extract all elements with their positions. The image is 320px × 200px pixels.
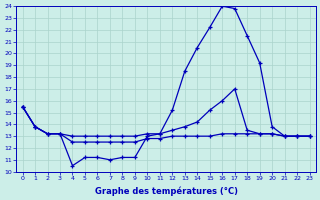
X-axis label: Graphe des températures (°C): Graphe des températures (°C) xyxy=(95,186,237,196)
